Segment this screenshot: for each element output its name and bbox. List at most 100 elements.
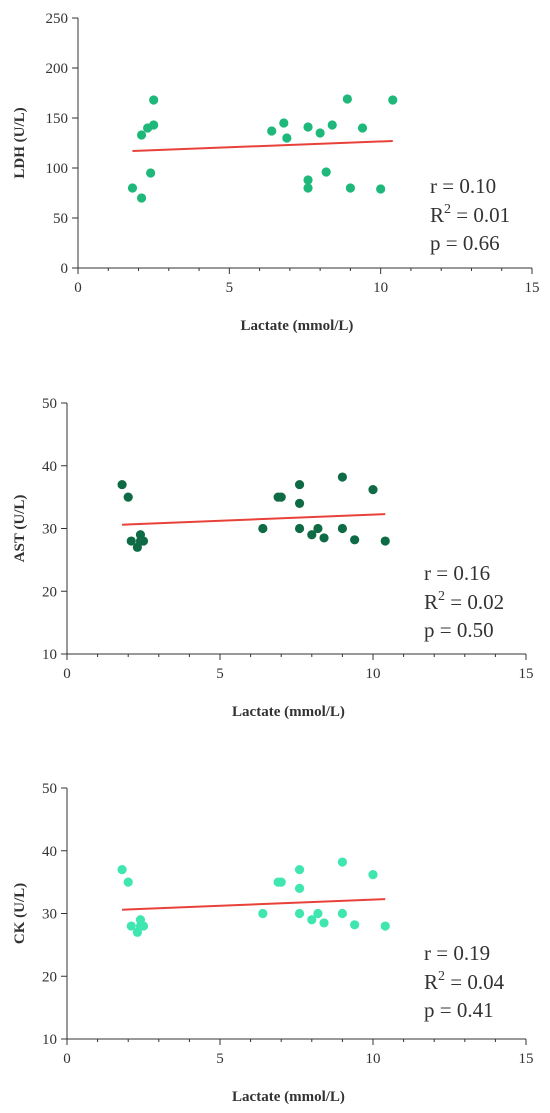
data-point	[138, 921, 149, 931]
y-tick-label: 50	[42, 781, 57, 797]
data-point	[315, 128, 325, 138]
data-point	[380, 536, 390, 546]
data-point	[388, 95, 398, 105]
x-tick-label: 15	[519, 1051, 534, 1067]
data-point	[345, 183, 355, 193]
stat-r-squared: R2 = 0.01	[430, 202, 510, 227]
stat-r-squared: R2 = 0.04	[424, 969, 505, 994]
x-tick-label: 10	[373, 280, 388, 296]
data-point	[123, 877, 133, 887]
y-tick-label: 50	[53, 211, 68, 227]
regression-line	[122, 898, 386, 911]
data-point	[313, 908, 323, 919]
y-tick-label: 200	[46, 61, 69, 77]
data-point	[368, 869, 378, 880]
y-tick-label: 150	[46, 111, 69, 127]
data-point	[294, 908, 305, 919]
x-tick-label: 5	[226, 280, 234, 296]
y-axis-label: LDH (U/L)	[12, 107, 28, 178]
y-tick-label: 40	[42, 459, 57, 475]
data-point	[357, 123, 368, 133]
data-point	[258, 908, 268, 919]
data-point	[149, 95, 159, 105]
y-tick-label: 30	[42, 522, 57, 538]
data-point	[294, 479, 305, 490]
data-point	[303, 183, 313, 193]
stat-p: p = 0.50	[424, 618, 494, 642]
data-point	[294, 498, 305, 508]
data-point	[321, 167, 331, 177]
data-point	[337, 908, 347, 919]
data-point	[279, 118, 289, 128]
regression-line	[132, 140, 393, 152]
chart-panel-1: 0 50 100 150 200 250 0 5 10 15 Lactate (mmol/L) LDH…	[12, 11, 540, 334]
data-point	[138, 536, 149, 546]
y-tick-label: 40	[42, 844, 57, 860]
y-tick-label: 0	[61, 261, 69, 277]
data-point	[136, 193, 147, 203]
x-tick-label: 10	[366, 666, 381, 682]
r2-value: = 0.01	[451, 203, 510, 227]
y-tick-label: 10	[42, 1032, 57, 1048]
data-point	[136, 130, 147, 140]
data-point	[294, 523, 305, 534]
data-point	[376, 184, 386, 194]
data-point	[319, 533, 329, 543]
y-tick-label: 20	[42, 584, 57, 600]
data-point	[126, 536, 136, 546]
data-point	[127, 183, 138, 193]
r2-prefix: R	[430, 203, 444, 227]
data-point	[303, 122, 313, 132]
x-axis-label: Lactate (mmol/L)	[232, 704, 345, 720]
y-tick-label: 250	[46, 11, 69, 27]
data-point	[117, 864, 127, 875]
r2-value: = 0.04	[445, 970, 505, 994]
chart-panel-3: 10 20 30 40 50 0 5 10 15 Lactate (mmol/L) CK (U/L)…	[12, 781, 534, 1105]
x-tick-label: 0	[74, 280, 82, 296]
chart-panel-2: 10 20 30 40 50 0 5 10 15 Lactate (mmol/L) AST (U/L…	[12, 396, 534, 720]
data-point	[149, 120, 159, 130]
r2-prefix: R	[424, 970, 438, 994]
data-point	[337, 857, 347, 867]
regression-line	[122, 513, 386, 526]
y-tick-label: 100	[46, 161, 69, 177]
data-point	[307, 530, 317, 540]
data-point	[319, 918, 329, 928]
x-tick-label: 0	[63, 666, 71, 682]
y-tick-label: 50	[42, 396, 57, 412]
data-point	[307, 915, 317, 925]
r2-superscript: 2	[438, 589, 445, 604]
x-tick-label: 10	[366, 1051, 381, 1067]
data-point	[294, 864, 305, 875]
r2-value: = 0.02	[445, 590, 504, 614]
data-point	[123, 492, 133, 502]
stat-r-squared: R2 = 0.02	[424, 589, 504, 614]
data-point	[117, 479, 127, 490]
data-point	[146, 168, 156, 178]
x-tick-label: 5	[216, 1051, 224, 1067]
r2-superscript: 2	[438, 969, 445, 984]
y-axis-label: AST (U/L)	[12, 495, 28, 563]
data-point	[350, 920, 360, 930]
stat-p: p = 0.66	[430, 231, 500, 255]
data-point	[276, 492, 286, 502]
r2-prefix: R	[424, 590, 438, 614]
data-point	[258, 523, 268, 534]
data-point	[303, 175, 313, 185]
stat-r: r = 0.16	[424, 561, 490, 585]
stat-p: p = 0.41	[424, 998, 494, 1022]
data-point	[380, 921, 390, 931]
x-axis-label: Lactate (mmol/L)	[241, 318, 354, 334]
data-point	[282, 133, 292, 143]
stat-r: r = 0.10	[430, 174, 496, 198]
x-tick-label: 15	[519, 666, 534, 682]
x-tick-label: 15	[525, 280, 540, 296]
data-point	[337, 472, 347, 482]
data-point	[368, 484, 378, 495]
stat-r: r = 0.19	[424, 941, 490, 965]
data-point	[350, 535, 360, 545]
data-point	[327, 120, 337, 130]
y-tick-label: 10	[42, 647, 57, 663]
y-tick-label: 30	[42, 907, 57, 923]
